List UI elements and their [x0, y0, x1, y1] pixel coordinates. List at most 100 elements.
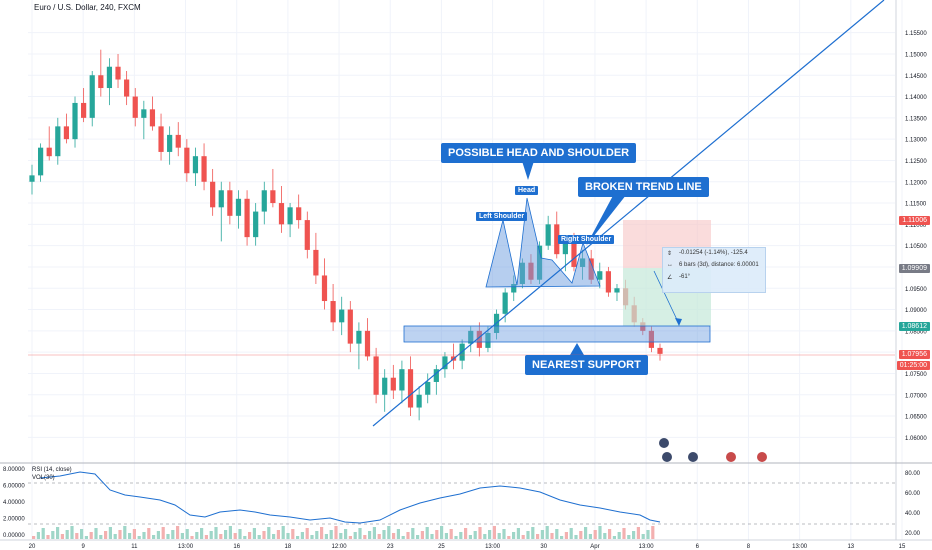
volume-bar [123, 526, 127, 539]
volume-bar [267, 527, 271, 539]
stop-price-tag: 1.11006 [899, 216, 930, 225]
rsi-panel[interactable]: 8.00000 6.00000 4.00000 2.00000 0.00000 80.00… [3, 467, 921, 539]
head-shoulder-callout[interactable]: POSSIBLE HEAD AND SHOULDER [441, 143, 637, 163]
candle [158, 113, 164, 161]
time-tick-label: 13:00 [178, 544, 194, 550]
candle-body [605, 271, 611, 293]
candle [149, 96, 156, 131]
candle-body [227, 190, 233, 216]
candle-body [648, 330, 654, 348]
candle [502, 288, 508, 323]
candle-body [149, 109, 156, 127]
candle-body [98, 75, 104, 89]
head-label[interactable]: Head [515, 186, 539, 195]
volume-bar [651, 526, 655, 539]
candle-body [158, 126, 164, 152]
time-tick-label: 9 [82, 544, 86, 550]
event-icon[interactable] [757, 452, 767, 462]
target-price-tag: 1.08612 [898, 322, 930, 331]
time-tick-label: 16 [233, 544, 240, 550]
volume-bar [531, 527, 535, 539]
volume-bar [262, 531, 266, 539]
event-icon[interactable] [688, 452, 698, 462]
broken-trend-callout[interactable]: BROKEN TREND LINE [578, 177, 709, 197]
candle-body [313, 249, 319, 276]
price-tick-label: 1.15500 [905, 31, 927, 37]
candle [554, 211, 560, 259]
candle-body [545, 224, 551, 246]
head-and-shoulders-pattern[interactable] [485, 197, 601, 288]
candle [339, 296, 345, 336]
candle-body [640, 322, 646, 331]
candle [597, 262, 603, 289]
event-icon[interactable] [726, 452, 736, 462]
volume-bar [224, 530, 228, 539]
candle-body [442, 356, 448, 370]
candle [545, 215, 551, 250]
candle [81, 88, 87, 123]
price-tick-label: 1.15000 [905, 52, 927, 58]
volume-bar [209, 531, 213, 539]
candle-body [201, 156, 207, 182]
volume-bar [593, 530, 597, 539]
volume-bar [401, 536, 405, 539]
volume-bar [233, 533, 237, 539]
candle [304, 211, 310, 259]
volume-bar [507, 536, 511, 539]
volume-bar [305, 528, 309, 539]
volume-bar [627, 535, 631, 539]
volume-bar [464, 528, 468, 539]
volume-bar [137, 536, 141, 539]
volume-bar [540, 530, 544, 539]
candle [390, 364, 396, 400]
volume-bar [94, 528, 98, 539]
nearest-support-callout[interactable]: NEAREST SUPPORT [525, 355, 648, 375]
volume-bar [200, 528, 204, 539]
time-tick-label: 23 [387, 544, 394, 550]
volume-bar [564, 532, 568, 539]
right-shoulder-label[interactable]: Right Shoulder [558, 235, 615, 244]
volume-bar [550, 533, 554, 539]
volume-bar [612, 536, 616, 539]
projection-arrow-line[interactable] [653, 270, 680, 325]
candle-body [270, 190, 276, 204]
measure-tooltip[interactable]: ⇕ -0.01254 (-1.14%), -125.4 ↔ 6 bars (3d),… [662, 247, 766, 293]
left-shoulder-label[interactable]: Left Shoulder [476, 212, 528, 221]
candle-body [235, 198, 242, 216]
volume-bar [449, 529, 453, 539]
volume-bar [363, 535, 367, 539]
volume-bar [492, 526, 496, 539]
candle-body [81, 102, 87, 118]
event-icon[interactable] [659, 438, 669, 448]
candle-body [382, 377, 388, 395]
volume-bar [392, 533, 396, 539]
volume-bar [521, 535, 525, 539]
volume-bar [368, 531, 372, 539]
candle-body [485, 332, 491, 348]
price-axis[interactable]: 1.15500 1.15000 1.14500 1.14000 1.13500 1.130… [905, 31, 927, 442]
candle-body [115, 66, 121, 80]
candle-body [562, 241, 568, 255]
volume-bar [276, 530, 280, 539]
price-tick-label: 1.12000 [905, 180, 927, 186]
event-icon[interactable] [662, 452, 672, 462]
volume-bar [132, 529, 136, 539]
volume-bar [190, 536, 194, 539]
time-axis[interactable]: 20 9 11 13:00 16 18 12:00 23 25 13:00 30 Apr 13:00 6 8… [29, 544, 906, 550]
volume-bar [440, 526, 444, 539]
volume-bar [238, 529, 242, 539]
rsi-tick-label: 20.00 [905, 531, 921, 537]
price-tick-label: 1.12500 [905, 159, 927, 165]
candle-body [373, 356, 379, 395]
candle-body [106, 66, 113, 89]
candle-body [502, 292, 508, 314]
candle-body [29, 175, 35, 182]
candle [407, 356, 414, 417]
candle-body [167, 134, 173, 152]
economic-events[interactable] [659, 438, 767, 462]
price-tick-label: 1.07500 [905, 372, 927, 378]
candle-body [321, 275, 328, 302]
support-zone[interactable] [403, 325, 711, 343]
candle [38, 143, 44, 182]
